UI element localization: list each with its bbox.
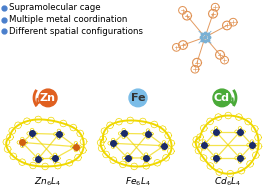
Text: Fe: Fe — [131, 93, 145, 103]
Text: Supramolecular cage: Supramolecular cage — [9, 3, 101, 12]
Circle shape — [213, 89, 231, 107]
Text: Multiple metal coordination: Multiple metal coordination — [9, 15, 127, 24]
Text: Fe$_6$L$_4$: Fe$_6$L$_4$ — [125, 176, 151, 188]
Text: Cd$_6$L$_4$: Cd$_6$L$_4$ — [214, 176, 241, 188]
Circle shape — [39, 89, 57, 107]
Text: Zn: Zn — [40, 93, 56, 103]
Circle shape — [129, 89, 147, 107]
Text: Different spatial configurations: Different spatial configurations — [9, 27, 143, 36]
Text: Zn$_6$L$_4$: Zn$_6$L$_4$ — [34, 176, 62, 188]
Text: Cd: Cd — [214, 93, 230, 103]
